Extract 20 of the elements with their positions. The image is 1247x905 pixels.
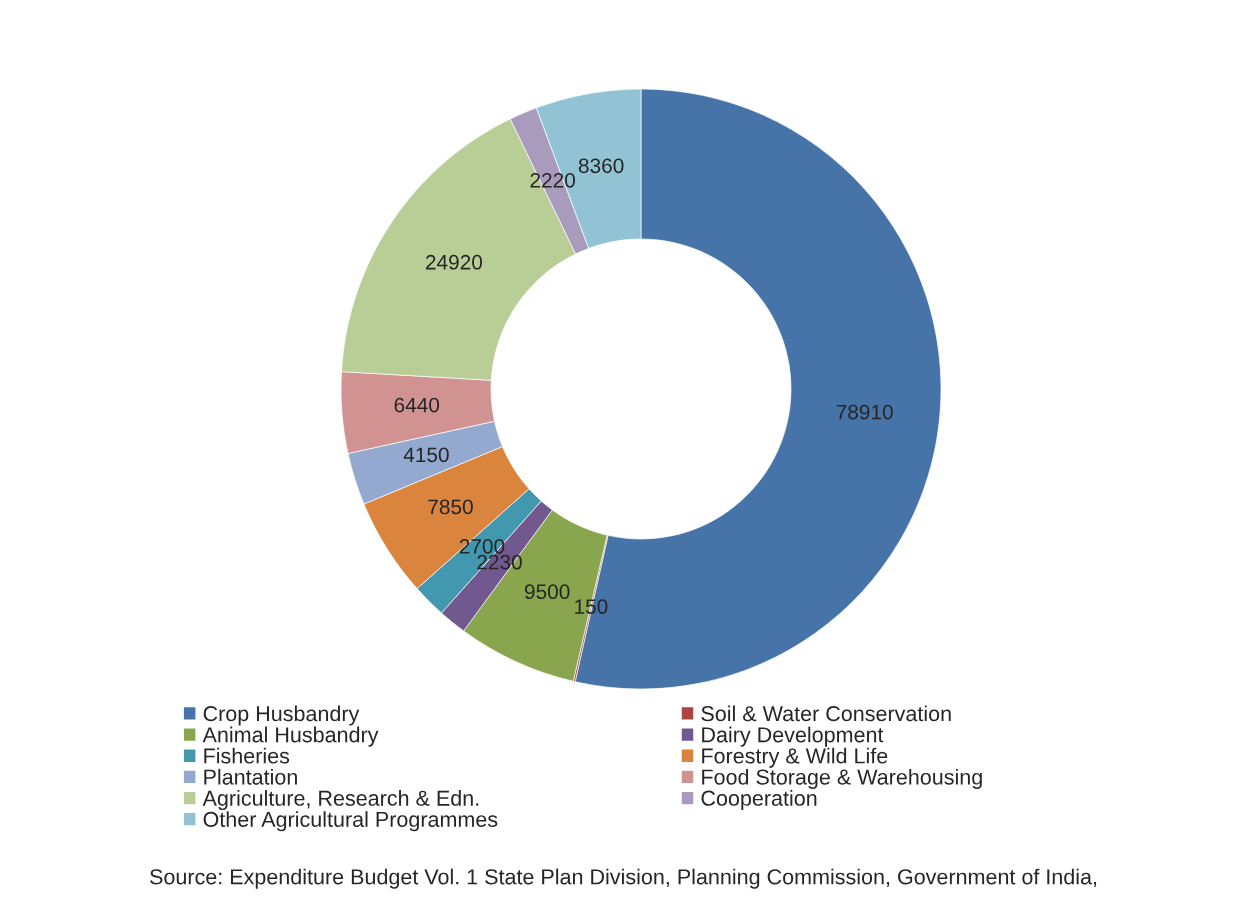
legend-label: Food Storage & Warehousing <box>702 768 982 789</box>
legend-label: Animal Husbandry <box>202 726 379 747</box>
legend-label: Agriculture, Research & Edn. <box>202 790 479 811</box>
legend-label: Forestry & Wild Life <box>702 747 888 768</box>
data-label: 2220 <box>530 172 575 188</box>
legend-label: Plantation <box>204 768 297 785</box>
legend-label: Other Agricultural Programmes <box>203 811 498 832</box>
data-label: 4150 <box>403 447 449 463</box>
data-label: 6440 <box>394 397 440 413</box>
data-label: 24920 <box>425 254 483 270</box>
legend-label: Fisheries <box>204 747 290 764</box>
legend-label: Crop Husbandry <box>203 705 360 726</box>
legend-label: Dairy Development <box>702 726 884 747</box>
source-note: Source: Expenditure Budget Vol. 1 State Plan Division, Planning Commission, Government of India, <box>150 868 1097 889</box>
legend-label: Soil & Water Conservation <box>701 705 951 722</box>
data-label: 7850 <box>428 499 473 515</box>
data-label: 9500 <box>524 584 570 600</box>
legend-label: Cooperation <box>701 790 817 811</box>
data-label: 8360 <box>578 158 624 174</box>
data-label: 78910 <box>836 404 893 420</box>
